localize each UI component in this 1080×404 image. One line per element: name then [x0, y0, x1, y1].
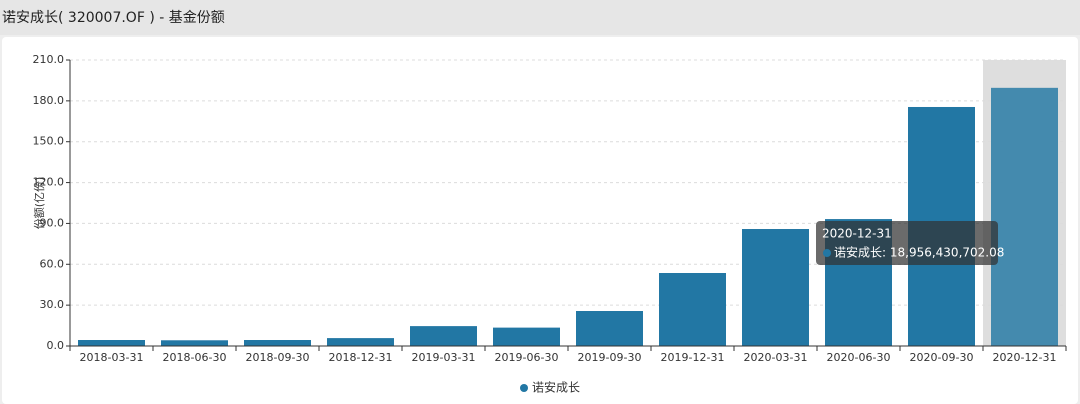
header: 诺安成长( 320007.OF ) - 基金份额 [0, 0, 1080, 35]
x-tick-label: 2020-03-31 [744, 351, 808, 364]
bar [493, 327, 560, 346]
bar [742, 229, 809, 346]
x-tick-label: 2018-03-31 [80, 351, 144, 364]
bar [659, 273, 726, 346]
y-axis-label: 份额(亿份) [33, 177, 46, 230]
bar [576, 310, 643, 346]
x-tick-label: 2019-12-31 [661, 351, 725, 364]
x-tick-label: 2018-09-30 [246, 351, 310, 364]
bar [78, 340, 145, 346]
y-tick-label: 210.0 [33, 53, 65, 66]
y-tick-label: 60.0 [40, 257, 65, 270]
bar [991, 87, 1058, 346]
x-tick-label: 2019-03-31 [412, 351, 476, 364]
y-tick-label: 120.0 [33, 176, 65, 189]
y-tick-label: 30.0 [40, 298, 65, 311]
y-tick-label: 180.0 [33, 94, 65, 107]
chart-title: 诺安成长( 320007.OF ) - 基金份额 [2, 10, 225, 26]
bar [327, 338, 394, 346]
x-tick-label: 2020-06-30 [827, 351, 891, 364]
x-tick-label: 2019-09-30 [578, 351, 642, 364]
tooltip-box [816, 221, 998, 265]
x-tick-label: 2018-06-30 [163, 351, 227, 364]
tooltip-swatch [823, 249, 831, 257]
x-tick-label: 2018-12-31 [329, 351, 393, 364]
legend-swatch [520, 384, 528, 392]
legend-label: 诺安成长 [532, 380, 580, 395]
tooltip: 2020-12-31 诺安成长: 18,956,430,702.08 [816, 221, 1004, 265]
bar [410, 326, 477, 346]
tooltip-text: 诺安成长: 18,956,430,702.08 [834, 245, 1004, 260]
y-tick-label: 0.0 [47, 339, 65, 352]
tooltip-title: 2020-12-31 [822, 227, 892, 241]
x-tick-label: 2020-12-31 [993, 351, 1057, 364]
x-tick-label: 2019-06-30 [495, 351, 559, 364]
y-tick-label: 150.0 [33, 135, 65, 148]
bar [244, 340, 311, 346]
bar [161, 340, 228, 346]
y-tick-label: 90.0 [40, 216, 65, 229]
x-tick-label: 2020-09-30 [910, 351, 974, 364]
